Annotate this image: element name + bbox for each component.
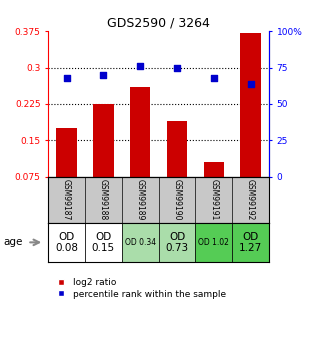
Text: GSM99192: GSM99192 xyxy=(246,179,255,220)
Point xyxy=(138,63,143,69)
FancyBboxPatch shape xyxy=(159,223,195,262)
Text: age: age xyxy=(3,237,22,247)
FancyBboxPatch shape xyxy=(195,223,232,262)
Text: GSM99188: GSM99188 xyxy=(99,179,108,220)
Text: GSM99187: GSM99187 xyxy=(62,179,71,220)
Text: OD 1.02: OD 1.02 xyxy=(198,238,229,247)
Bar xyxy=(167,121,187,177)
Text: OD
0.15: OD 0.15 xyxy=(92,232,115,253)
Text: GSM99191: GSM99191 xyxy=(209,179,218,220)
Text: OD
1.27: OD 1.27 xyxy=(239,232,262,253)
Point xyxy=(174,66,179,71)
FancyBboxPatch shape xyxy=(232,223,269,262)
Text: OD 0.34: OD 0.34 xyxy=(125,238,156,247)
Text: GSM99190: GSM99190 xyxy=(173,179,182,220)
Bar xyxy=(57,128,77,177)
Point xyxy=(211,75,216,80)
Text: OD
0.73: OD 0.73 xyxy=(165,232,188,253)
FancyBboxPatch shape xyxy=(48,223,85,262)
FancyBboxPatch shape xyxy=(122,223,159,262)
Bar xyxy=(93,104,114,177)
Title: GDS2590 / 3264: GDS2590 / 3264 xyxy=(107,17,210,30)
FancyBboxPatch shape xyxy=(85,223,122,262)
Point xyxy=(248,81,253,87)
Legend: log2 ratio, percentile rank within the sample: log2 ratio, percentile rank within the s… xyxy=(53,275,229,303)
Bar xyxy=(204,162,224,177)
Bar xyxy=(240,33,261,177)
Text: GSM99189: GSM99189 xyxy=(136,179,145,220)
Point xyxy=(101,72,106,78)
Bar xyxy=(130,87,150,177)
Text: OD
0.08: OD 0.08 xyxy=(55,232,78,253)
Point xyxy=(64,75,69,80)
